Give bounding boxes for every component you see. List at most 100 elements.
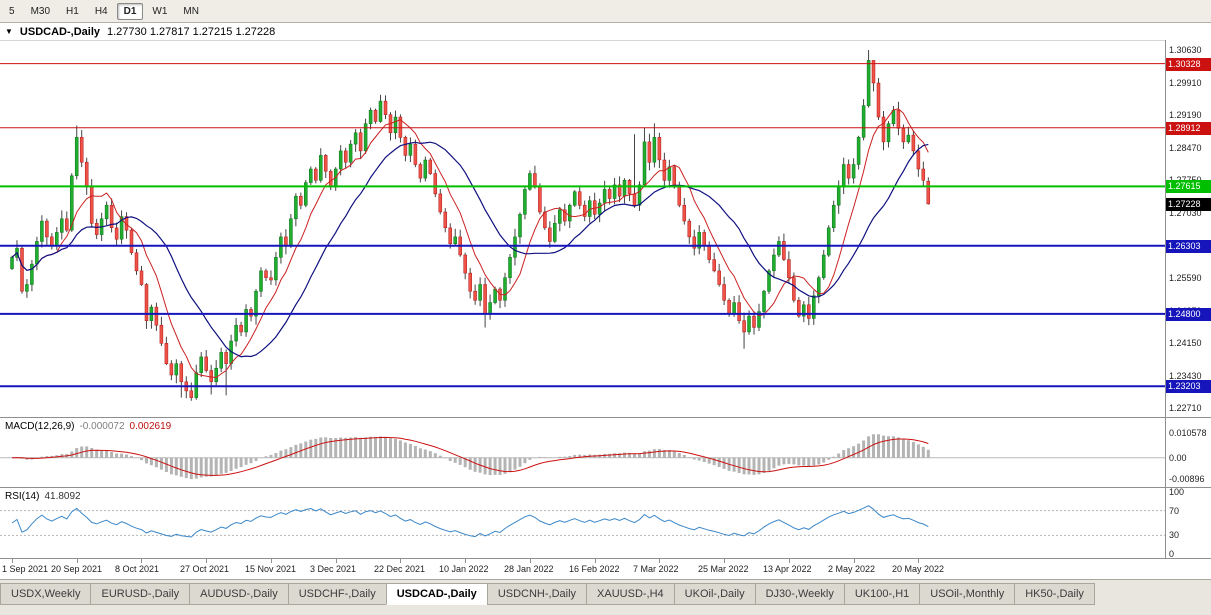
candle bbox=[35, 241, 39, 265]
candle bbox=[209, 370, 213, 383]
macd-indicator-canvas[interactable] bbox=[0, 418, 1165, 488]
candle bbox=[418, 164, 423, 179]
chart-tab-hk50-daily[interactable]: HK50-,Daily bbox=[1014, 583, 1095, 605]
candle bbox=[60, 218, 64, 233]
candle bbox=[368, 109, 373, 125]
candle bbox=[179, 363, 184, 383]
candle bbox=[468, 272, 472, 292]
rsi-value: 41.8092 bbox=[44, 491, 81, 502]
time-axis-tick bbox=[724, 559, 725, 563]
candle bbox=[692, 236, 697, 249]
time-axis-label: 20 Sep 2021 bbox=[51, 564, 103, 574]
candle bbox=[214, 367, 218, 383]
candle bbox=[428, 159, 433, 174]
candle bbox=[657, 137, 662, 161]
candle bbox=[772, 254, 776, 272]
price-axis-label: 1.28470 bbox=[1169, 143, 1202, 153]
candle bbox=[119, 216, 124, 240]
timeframe-button-h4[interactable]: H4 bbox=[94, 5, 108, 17]
candle bbox=[911, 134, 916, 152]
candle bbox=[797, 300, 801, 317]
candle bbox=[707, 245, 711, 260]
timeframe-button-m30[interactable]: M30 bbox=[30, 5, 51, 17]
candle bbox=[10, 257, 14, 269]
timeframe-button-mn[interactable]: MN bbox=[183, 5, 199, 17]
chart-tab-xauusd-h4[interactable]: XAUUSD-,H4 bbox=[586, 583, 675, 605]
candle bbox=[204, 356, 208, 371]
candle bbox=[483, 284, 487, 315]
candle bbox=[493, 288, 497, 303]
chart-tab-usdchf-daily[interactable]: USDCHF-,Daily bbox=[287, 583, 387, 605]
candle bbox=[717, 270, 721, 285]
chart-menu-icon[interactable]: ▼ bbox=[5, 27, 13, 36]
candle bbox=[647, 141, 652, 163]
candle bbox=[25, 284, 29, 292]
chart-tab-usoil-monthly[interactable]: USOil-,Monthly bbox=[919, 583, 1016, 605]
rsi-indicator-label: RSI(14) 41.8092 bbox=[5, 491, 81, 502]
candle bbox=[672, 166, 677, 188]
time-axis-tick bbox=[789, 559, 790, 563]
time-axis-label: 8 Oct 2021 bbox=[115, 564, 160, 574]
candle bbox=[812, 295, 816, 319]
candle bbox=[65, 218, 69, 231]
candle bbox=[314, 168, 318, 181]
rsi-line bbox=[11, 505, 929, 538]
candle bbox=[269, 277, 273, 281]
price-axis[interactable]: 1.306301.299101.291901.284701.277501.270… bbox=[1166, 40, 1211, 559]
candle bbox=[916, 150, 921, 170]
candle bbox=[782, 241, 786, 260]
candle bbox=[139, 270, 144, 285]
candle bbox=[309, 168, 313, 183]
candle bbox=[79, 137, 84, 163]
candle bbox=[712, 259, 716, 272]
price-axis-label: 1.29910 bbox=[1169, 78, 1202, 88]
timeframe-button-h1[interactable]: H1 bbox=[66, 5, 79, 17]
rsi-indicator-canvas[interactable] bbox=[0, 488, 1165, 558]
candle bbox=[413, 143, 418, 165]
moving-average-20 bbox=[11, 141, 929, 358]
candle bbox=[572, 191, 577, 206]
time-axis[interactable]: 1 Sep 2021 20 Sep 2021 8 Oct 2021 27 Oct 20… bbox=[0, 559, 1165, 578]
timeframe-button-5[interactable]: 5 bbox=[9, 5, 15, 17]
candle bbox=[244, 309, 248, 333]
candle bbox=[30, 263, 34, 285]
time-axis-label: 25 Mar 2022 bbox=[698, 564, 749, 574]
candle bbox=[757, 311, 761, 328]
candle bbox=[234, 324, 238, 342]
candle bbox=[348, 143, 353, 163]
candle bbox=[777, 241, 781, 256]
chart-tab-eurusd-daily[interactable]: EURUSD-,Daily bbox=[90, 583, 191, 605]
chart-tab-uk100-h1[interactable]: UK100-,H1 bbox=[843, 583, 921, 605]
chart-tab-usdcnh-daily[interactable]: USDCNH-,Daily bbox=[486, 583, 588, 605]
macd-axis-label: -0.00896 bbox=[1169, 474, 1205, 484]
candle bbox=[652, 137, 657, 163]
chart-tab-usdcad-daily[interactable]: USDCAD-,Daily bbox=[385, 583, 488, 605]
candle bbox=[408, 143, 413, 156]
horizontal-levels-layer[interactable] bbox=[0, 63, 1165, 388]
timeframe-button-w1[interactable]: W1 bbox=[152, 5, 168, 17]
panel-separator[interactable] bbox=[0, 417, 1211, 418]
chart-tab-usdx-weekly[interactable]: USDX,Weekly bbox=[0, 583, 92, 605]
candles-layer bbox=[10, 50, 931, 401]
price-chart-canvas[interactable] bbox=[0, 40, 1165, 418]
candle bbox=[144, 284, 149, 321]
candle bbox=[523, 189, 527, 215]
time-axis-tick bbox=[77, 559, 78, 563]
macd-axis-label: 0.010578 bbox=[1169, 428, 1207, 438]
chart-tab-ukoil-daily[interactable]: UKOil-,Daily bbox=[673, 583, 756, 605]
time-axis-label: 7 Mar 2022 bbox=[633, 564, 679, 574]
chart-tab-audusd-daily[interactable]: AUDUSD-,Daily bbox=[189, 583, 289, 605]
time-axis-tick bbox=[400, 559, 401, 563]
candle bbox=[866, 60, 871, 106]
candle bbox=[433, 173, 438, 195]
candle bbox=[299, 195, 303, 206]
time-axis-tick bbox=[12, 559, 13, 563]
chart-tab-dj30-weekly[interactable]: DJ30-,Weekly bbox=[754, 583, 845, 605]
candle bbox=[881, 116, 886, 143]
candle bbox=[602, 189, 607, 204]
candle bbox=[403, 137, 408, 156]
candle bbox=[284, 236, 288, 247]
candle bbox=[752, 315, 756, 328]
panel-separator[interactable] bbox=[0, 487, 1211, 488]
timeframe-button-d1[interactable]: D1 bbox=[116, 2, 144, 20]
